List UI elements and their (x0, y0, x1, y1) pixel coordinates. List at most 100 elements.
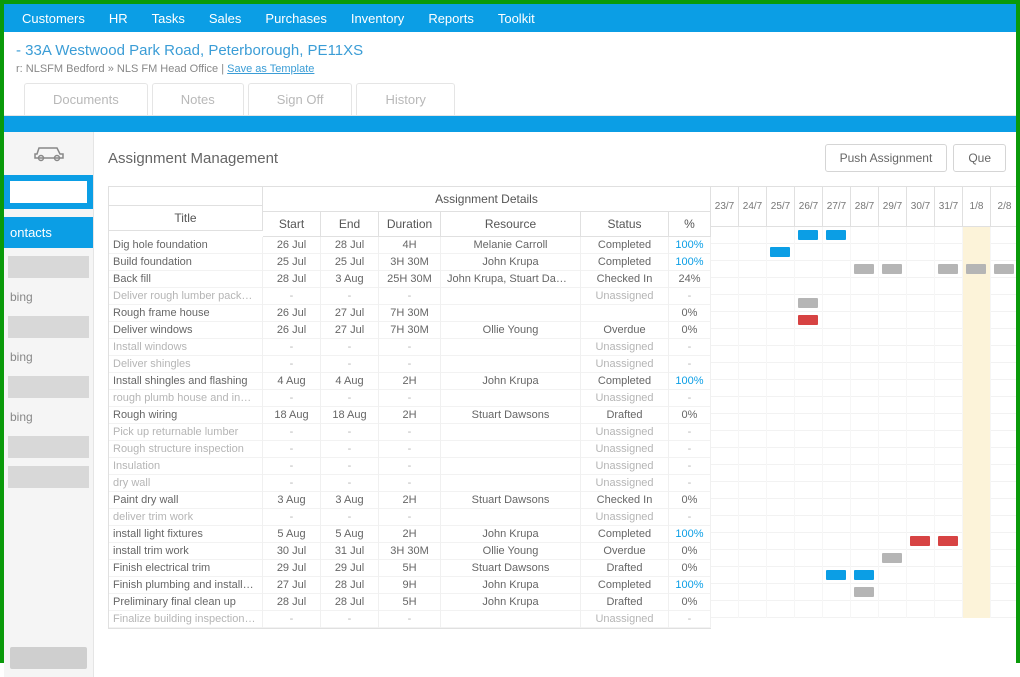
table-row[interactable]: Finish electrical trim29 Jul29 Jul5HStua… (109, 560, 711, 577)
nav-hr[interactable]: HR (97, 11, 140, 26)
gantt-bar[interactable] (826, 230, 846, 240)
table-row[interactable]: Rough structure inspection---Unassigned- (109, 441, 711, 458)
breadcrumb: r: NLSFM Bedford » NLS FM Head Office | … (16, 63, 1004, 75)
gantt-bar[interactable] (798, 230, 818, 240)
table-row[interactable]: Rough wiring18 Aug18 Aug2HStuart Dawsons… (109, 407, 711, 424)
search-input[interactable] (10, 181, 87, 203)
tab-sign-off[interactable]: Sign Off (248, 83, 353, 115)
cell-start: 3 Aug (263, 492, 321, 509)
nav-tasks[interactable]: Tasks (140, 11, 197, 26)
table-row[interactable]: Preliminary final clean up28 Jul28 Jul5H… (109, 594, 711, 611)
tab-notes[interactable]: Notes (152, 83, 244, 115)
table-row[interactable]: Install windows---Unassigned- (109, 339, 711, 356)
table-row[interactable]: Deliver shingles---Unassigned- (109, 356, 711, 373)
tab-documents[interactable]: Documents (24, 83, 148, 115)
table-row[interactable]: Back fill28 Jul3 Aug25H 30MJohn Krupa, S… (109, 271, 711, 288)
gantt-cell (879, 278, 907, 295)
table-row[interactable]: deliver trim work---Unassigned- (109, 509, 711, 526)
sidebar-item-contacts[interactable]: ontacts (4, 217, 93, 248)
sidebar-grey-5[interactable] (8, 466, 89, 488)
gantt-bar[interactable] (798, 315, 818, 325)
gantt-bar[interactable] (798, 298, 818, 308)
table-row[interactable]: Pick up returnable lumber---Unassigned- (109, 424, 711, 441)
gantt-cell (851, 278, 879, 295)
cell-title: Insulation (109, 458, 263, 475)
cell-duration: 2H (379, 373, 441, 390)
gantt-bar[interactable] (910, 536, 930, 546)
cell-status: Overdue (581, 322, 669, 339)
table-row[interactable]: install light fixtures5 Aug5 Aug2HJohn K… (109, 526, 711, 543)
nav-customers[interactable]: Customers (10, 11, 97, 26)
cell-duration: - (379, 509, 441, 526)
sidebar-grey-2[interactable] (8, 316, 89, 338)
table-row[interactable]: Deliver windows26 Jul27 Jul7H 30MOllie Y… (109, 322, 711, 339)
tab-history[interactable]: History (356, 83, 454, 115)
col-end: End (321, 212, 379, 237)
gantt-cell (767, 346, 795, 363)
gantt-bar[interactable] (826, 570, 846, 580)
cell-status: Unassigned (581, 288, 669, 305)
cell-resource (441, 611, 581, 628)
gantt-cell (767, 584, 795, 601)
gantt-cell (991, 312, 1016, 329)
gantt-cell (739, 499, 767, 516)
gantt-cell (935, 363, 963, 380)
gantt-bar[interactable] (994, 264, 1014, 274)
nav-inventory[interactable]: Inventory (339, 11, 416, 26)
gantt-cell (935, 465, 963, 482)
cell-status: Unassigned (581, 424, 669, 441)
table-row[interactable]: dry wall---Unassigned- (109, 475, 711, 492)
gantt-cell (767, 601, 795, 618)
gantt-bar[interactable] (854, 570, 874, 580)
cell-title: Preliminary final clean up (109, 594, 263, 611)
table-row[interactable]: Dig hole foundation26 Jul28 Jul4HMelanie… (109, 237, 711, 254)
gantt-cell (767, 448, 795, 465)
table-row[interactable]: Rough frame house26 Jul27 Jul7H 30M0% (109, 305, 711, 322)
gantt-bar[interactable] (854, 587, 874, 597)
divider-bar (4, 116, 1016, 132)
gantt-cell (739, 363, 767, 380)
gantt-bar[interactable] (966, 264, 986, 274)
gantt-bar[interactable] (882, 553, 902, 563)
gantt-row (711, 363, 1016, 380)
gantt-cell (991, 567, 1016, 584)
nav-purchases[interactable]: Purchases (253, 11, 338, 26)
table-row[interactable]: Paint dry wall3 Aug3 Aug2HStuart Dawsons… (109, 492, 711, 509)
gantt-cell (935, 380, 963, 397)
queue-button[interactable]: Que (953, 144, 1006, 172)
cell-end: 5 Aug (321, 526, 379, 543)
gantt-cell (795, 550, 823, 567)
gantt-cell (711, 448, 739, 465)
nav-sales[interactable]: Sales (197, 11, 254, 26)
gantt-bar[interactable] (770, 247, 790, 257)
table-row[interactable]: rough plumb house and install duct---Una… (109, 390, 711, 407)
sidebar-grey-4[interactable] (8, 436, 89, 458)
gantt-cell (851, 482, 879, 499)
gantt-cell (963, 295, 991, 312)
table-row[interactable]: Insulation---Unassigned- (109, 458, 711, 475)
nav-reports[interactable]: Reports (416, 11, 486, 26)
gantt-bar[interactable] (882, 264, 902, 274)
push-assignment-button[interactable]: Push Assignment (825, 144, 948, 172)
sidebar-label-1: bing (4, 286, 93, 308)
table-row[interactable]: Deliver rough lumber package---Unassigne… (109, 288, 711, 305)
gantt-cell (767, 380, 795, 397)
gantt-bar[interactable] (938, 536, 958, 546)
gantt-cell (711, 465, 739, 482)
nav-toolkit[interactable]: Toolkit (486, 11, 547, 26)
sidebar-grey-3[interactable] (8, 376, 89, 398)
save-template-link[interactable]: Save as Template (227, 63, 314, 75)
gantt-cell (963, 550, 991, 567)
table-row[interactable]: Finalize building inspection approva---U… (109, 611, 711, 628)
gantt-cell (879, 227, 907, 244)
gantt-bar[interactable] (854, 264, 874, 274)
gantt-cell (851, 363, 879, 380)
table-row[interactable]: Install shingles and flashing4 Aug4 Aug2… (109, 373, 711, 390)
sidebar-bottom-button[interactable] (10, 647, 87, 669)
table-row[interactable]: Finish plumbing and install furnace27 Ju… (109, 577, 711, 594)
table-row[interactable]: Build foundation25 Jul25 Jul3H 30MJohn K… (109, 254, 711, 271)
gantt-row (711, 533, 1016, 550)
gantt-bar[interactable] (938, 264, 958, 274)
sidebar-grey-1[interactable] (8, 256, 89, 278)
table-row[interactable]: install trim work30 Jul31 Jul3H 30MOllie… (109, 543, 711, 560)
